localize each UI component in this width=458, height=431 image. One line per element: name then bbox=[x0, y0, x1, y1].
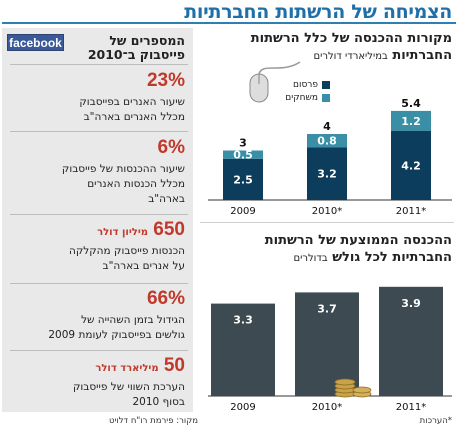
bar-2009-games bbox=[223, 150, 263, 159]
data-label: 1.2 bbox=[401, 115, 421, 128]
stat-desc-line: בסוף 2010 bbox=[132, 396, 185, 408]
facebook-logo: facebook bbox=[7, 34, 64, 51]
stat-value: 650 מיליון דולר bbox=[97, 219, 185, 240]
mouse-icon bbox=[249, 61, 301, 103]
page-title: הצמיחה של הרשתות החברתיות bbox=[184, 1, 452, 23]
stat-item: 66% הגידול בזמן השהייה של גולשים בפייסבו… bbox=[5, 288, 185, 343]
chart-1-title: מקורות ההכנסה של כלל הרשתות החברתיות במי… bbox=[250, 31, 452, 63]
total-label: 5.4 bbox=[401, 97, 421, 110]
x-tick-label: 2011* bbox=[396, 206, 426, 217]
x-tick-label: 2011* bbox=[396, 402, 426, 413]
stats-panel: facebook המספרים של פייסבוק ב־2010 23% ש… bbox=[2, 28, 193, 412]
stat-desc-line: שיעור האנרים בפייסבוק bbox=[79, 96, 185, 108]
stats-divider bbox=[10, 64, 188, 65]
stats-divider bbox=[10, 214, 188, 215]
stat-desc-line: הכנסות פייסבוק מהקלקה bbox=[68, 245, 185, 257]
bar-2011* bbox=[379, 286, 443, 396]
chart-1-legend: פרסום משחקים bbox=[268, 78, 330, 104]
title-divider bbox=[2, 22, 456, 24]
data-label: 0.5 bbox=[233, 149, 253, 162]
bar-2011*-games bbox=[391, 110, 431, 131]
stats-divider bbox=[10, 131, 188, 132]
x-tick-label: 2010* bbox=[312, 402, 342, 413]
revenue-sources-chart: 2.5 0.53 2009 3.2 0.8 4 2010* 4.2 1.2 5.4 2011* bbox=[208, 61, 452, 217]
chart-divider bbox=[200, 222, 454, 223]
average-revenue-per-user-chart: 3.3 2009 3.7 2010* 3.9 2011* bbox=[208, 286, 452, 413]
stat-desc-line: על אנרים בארה"ב bbox=[102, 260, 185, 272]
stats-title: המספרים של פייסבוק ב־2010 bbox=[87, 33, 185, 62]
bar-2009-advertising bbox=[223, 158, 263, 200]
legend-label: משחקים bbox=[285, 92, 318, 103]
stat-desc-line: מכלל האנרים בארה"ב bbox=[83, 111, 185, 123]
x-tick-label: 2009 bbox=[230, 206, 255, 217]
bar-2010* bbox=[295, 292, 359, 396]
source-note: מקור: פירמת רו"ח דלויט bbox=[108, 416, 198, 426]
stat-desc-line: שיעור ההכנסות של פייסבוק bbox=[61, 163, 185, 175]
chart-2-title: ההכנסה הממוצעת של הרשתות החברתיות לכל גו… bbox=[264, 233, 452, 265]
data-label: 3.3 bbox=[233, 314, 253, 327]
legend-item: פרסום bbox=[268, 78, 330, 91]
stats-divider bbox=[10, 350, 188, 351]
bar-2010*-games bbox=[307, 134, 347, 148]
legend-label: פרסום bbox=[293, 79, 318, 90]
x-tick-label: 2009 bbox=[230, 402, 255, 413]
stat-item: 6% שיעור ההכנסות של פייסבוק מכלל הכנסות … bbox=[5, 137, 185, 207]
stat-value: 50 מיליארד דולר bbox=[95, 355, 185, 376]
stat-item: 50 מיליארד דולר הערכת השווי של פייסבוק ב… bbox=[5, 355, 185, 410]
stat-desc-line: הגידול בזמן השהייה של bbox=[81, 314, 185, 326]
stat-value: 6% bbox=[157, 137, 185, 158]
stat-desc-line: בארה"ב bbox=[148, 193, 185, 205]
legend-swatch bbox=[322, 80, 330, 89]
data-label: 2.5 bbox=[233, 173, 253, 186]
stat-desc-line: מכלל הכנסות האנרים bbox=[87, 178, 185, 190]
data-label: 3.9 bbox=[401, 297, 421, 310]
stat-value: 23% bbox=[146, 70, 185, 91]
bar-2010*-advertising bbox=[307, 147, 347, 200]
stats-divider bbox=[10, 283, 188, 284]
stat-value: 66% bbox=[146, 288, 185, 309]
stat-item: 23% שיעור האנרים בפייסבוק מכלל האנרים בא… bbox=[5, 70, 185, 125]
data-label: 4.2 bbox=[401, 159, 421, 172]
stat-item: 650 מיליון דולר הכנסות פייסבוק מהקלקה על… bbox=[5, 219, 185, 274]
x-tick-label: 2010* bbox=[312, 206, 342, 217]
bar-2009 bbox=[211, 303, 275, 396]
legend-swatch bbox=[322, 93, 330, 102]
data-label: 3.7 bbox=[317, 302, 337, 315]
stat-desc-line: הערכת השווי של פייסבוק bbox=[72, 381, 185, 393]
bar-2011*-advertising bbox=[391, 130, 431, 200]
legend-item: משחקים bbox=[268, 91, 330, 104]
data-label: 3.2 bbox=[317, 168, 337, 181]
total-label: 4 bbox=[323, 120, 331, 133]
coins-icon bbox=[334, 378, 372, 398]
stat-desc-line: גולשים בפייסבוק לעומת 2009 bbox=[48, 329, 185, 341]
data-label: 0.8 bbox=[317, 135, 337, 148]
estimates-note: *הערכות bbox=[419, 416, 452, 426]
total-label: 3 bbox=[239, 137, 247, 150]
